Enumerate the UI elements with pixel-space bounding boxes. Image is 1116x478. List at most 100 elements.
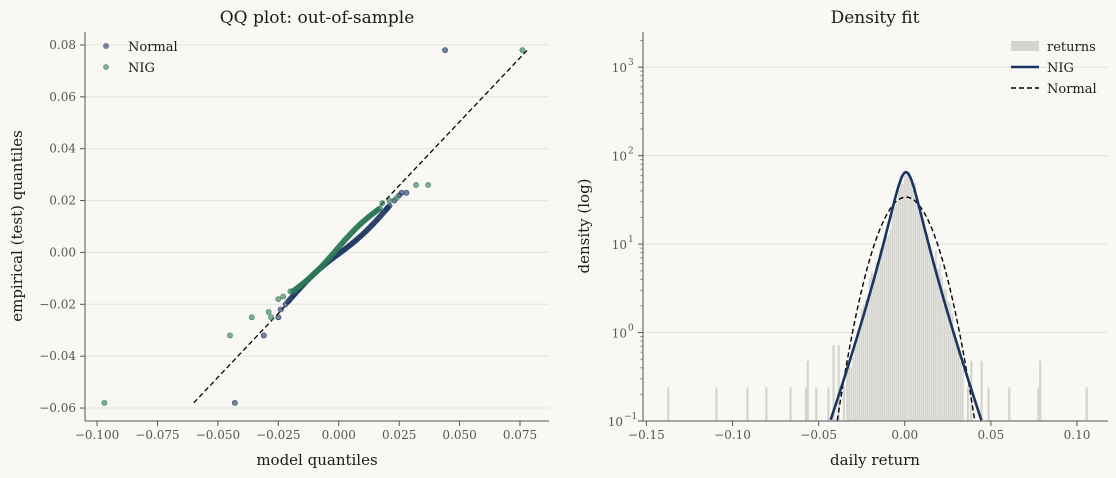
density-histogram-bar <box>877 261 879 421</box>
qq-x-tick-label: 0.050 <box>442 428 476 442</box>
density-y-tick-exponent: −1 <box>624 412 637 422</box>
qq-plot-title: QQ plot: out-of-sample <box>220 8 415 28</box>
density-histogram-bar <box>881 252 884 421</box>
density-histogram-bar <box>806 360 809 421</box>
qq-point-normal <box>384 205 390 212</box>
qq-series <box>101 47 526 406</box>
density-histogram-bar <box>879 248 881 421</box>
density-histogram-bar <box>939 263 941 421</box>
qq-x-tick-label: −0.025 <box>256 428 300 442</box>
density-x-tick-label: −0.15 <box>628 428 665 442</box>
qq-legend-marker-normal <box>103 43 109 49</box>
qq-point-nig <box>393 195 400 201</box>
density-x-tick-label: 0.05 <box>978 428 1005 442</box>
density-x-tick-label: −0.10 <box>714 428 751 442</box>
density-histogram-bar <box>1085 387 1088 421</box>
density-histogram-bar <box>937 268 939 421</box>
qq-point-nig <box>519 47 526 54</box>
qq-point-normal <box>442 47 448 54</box>
density-histogram-bar <box>854 344 857 421</box>
qq-point-nig <box>248 314 255 321</box>
qq-point-nig <box>287 288 294 295</box>
density-histogram-bar <box>715 387 718 421</box>
density-histogram-bar <box>856 333 859 421</box>
density-histogram-bar <box>980 360 983 421</box>
density-histogram-bar <box>850 367 853 421</box>
density-histogram-bar <box>947 300 950 421</box>
density-histogram-bar <box>889 229 892 421</box>
density-y-tick-label: 10 <box>612 238 627 252</box>
density-histogram-bar <box>804 387 808 421</box>
qq-point-nig <box>227 332 233 339</box>
density-legend-label-normal: Normal <box>1047 82 1097 97</box>
density-y-tick-label: 10 <box>612 61 627 75</box>
qq-point-nig <box>101 399 108 406</box>
density-histogram-bar <box>926 233 929 421</box>
density-histogram-bar <box>864 299 867 421</box>
qq-y-tick-label: 0.02 <box>49 194 76 208</box>
density-y-tick-exponent: 3 <box>628 58 634 68</box>
density-nig-curve <box>829 170 983 421</box>
density-histogram-bar <box>910 182 912 421</box>
density-histogram-bar <box>951 313 954 421</box>
density-histogram-bar <box>930 249 933 421</box>
density-histogram-bar <box>846 360 849 421</box>
qq-x-ticks: −0.100 −0.075 −0.050 −0.025 0.000 0.025 0.050 0… <box>75 421 537 442</box>
density-histogram-bar <box>815 387 818 421</box>
density-x-axis-label: daily return <box>830 451 920 469</box>
density-histogram-bar <box>866 294 869 421</box>
density-histogram-bar <box>789 387 792 421</box>
qq-point-nig <box>265 309 272 315</box>
qq-y-tick-label: 0.08 <box>49 38 76 52</box>
density-histogram-bar <box>918 210 921 421</box>
density-histogram-bar <box>928 245 931 421</box>
density-y-tick-exponent: 2 <box>628 147 634 157</box>
density-histogram-bar <box>1008 387 1011 421</box>
density-histogram-bar <box>935 250 937 421</box>
qq-point-normal <box>403 189 410 196</box>
density-histogram-bar <box>943 288 946 421</box>
density-axes <box>642 32 1108 422</box>
qq-point-normal <box>282 301 289 308</box>
qq-legend-label-normal: Normal <box>128 40 178 55</box>
density-histogram-bar <box>904 175 906 421</box>
qq-x-tick-label: −0.050 <box>196 428 240 442</box>
density-y-tick-label: 10 <box>608 415 623 429</box>
qq-y-tick-label: 0.04 <box>49 142 76 156</box>
density-histogram-bar <box>987 387 990 421</box>
qq-point-normal <box>275 314 282 321</box>
qq-point-nig <box>379 200 386 207</box>
density-histogram-bar <box>912 190 915 421</box>
qq-point-normal <box>231 399 238 406</box>
qq-legend-label-nig: NIG <box>128 61 155 76</box>
qq-point-normal <box>277 306 284 313</box>
density-histogram-bar <box>966 387 969 421</box>
qq-legend-marker-nig <box>103 64 109 70</box>
density-histogram-bar <box>924 236 927 421</box>
qq-point-nig <box>280 293 287 300</box>
density-histogram-bar <box>883 240 886 421</box>
qq-plot-panel: QQ plot: out-of-sample −0.100 −0.075 −0.05… <box>8 8 549 469</box>
density-histogram-bar <box>765 387 768 421</box>
qq-point-nig <box>268 314 274 321</box>
density-histogram-bar <box>858 332 861 421</box>
qq-point-normal <box>398 189 405 196</box>
density-histogram-bar <box>862 304 865 421</box>
density-x-tick-label: 0.00 <box>891 428 918 442</box>
density-histogram-bar <box>827 387 830 421</box>
qq-point-nig <box>413 182 419 188</box>
density-histogram-bar <box>902 183 904 421</box>
density-histogram-bar <box>875 262 877 421</box>
density-histogram-bar <box>922 225 925 421</box>
qq-point-nig <box>386 197 393 204</box>
density-histogram-bar <box>895 204 898 421</box>
density-histogram-bar <box>860 308 863 421</box>
density-histogram-bar <box>1037 387 1040 421</box>
qq-x-tick-label: −0.075 <box>135 428 179 442</box>
density-histogram-bar <box>1039 360 1042 421</box>
qq-x-tick-label: 0.025 <box>382 428 416 442</box>
density-x-tick-label: −0.05 <box>800 428 837 442</box>
density-histogram-bar <box>893 196 896 421</box>
